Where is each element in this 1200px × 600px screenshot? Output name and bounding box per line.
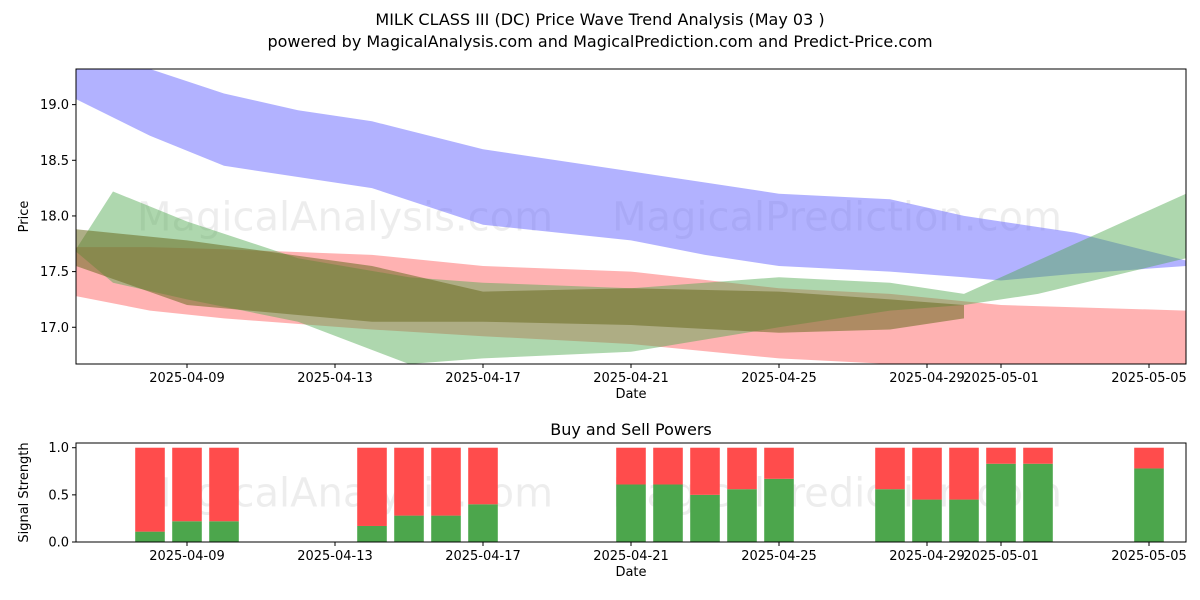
price-x-axis-label: Date xyxy=(615,387,646,402)
sell-bar xyxy=(727,447,757,490)
sell-bar xyxy=(135,447,165,532)
sell-bar xyxy=(653,447,683,485)
signal-x-tick-label: 2025-05-01 xyxy=(963,549,1039,564)
buy-bar xyxy=(949,499,979,542)
buy-bar xyxy=(727,489,757,542)
signal-x-tick-label: 2025-05-05 xyxy=(1111,549,1187,564)
sell-bar xyxy=(1023,447,1053,464)
signal-y-axis-label: Signal Strength xyxy=(17,442,32,542)
signal-y-tick-label: 0.5 xyxy=(48,488,69,503)
signal-x-tick-label: 2025-04-29 xyxy=(889,549,965,564)
price-x-tick-label: 2025-04-25 xyxy=(741,371,817,386)
sell-bar xyxy=(172,447,202,522)
signal-x-tick-label: 2025-04-09 xyxy=(149,549,225,564)
sell-bar xyxy=(468,447,498,505)
price-band-olive xyxy=(76,229,964,333)
buy-bar xyxy=(209,521,239,542)
signal-x-axis-label: Date xyxy=(615,565,646,580)
sell-bar xyxy=(986,447,1016,464)
price-band-green xyxy=(76,191,1186,364)
sell-bar xyxy=(949,447,979,500)
signal-y-tick-label: 0.0 xyxy=(48,536,69,551)
sell-bar xyxy=(394,447,424,516)
price-x-tick-label: 2025-05-05 xyxy=(1111,371,1187,386)
chart-title: MILK CLASS III (DC) Price Wave Trend Ana… xyxy=(375,10,824,29)
sell-bar xyxy=(357,447,387,526)
signal-y-tick-label: 1.0 xyxy=(48,441,69,456)
price-bands xyxy=(76,69,1186,364)
price-x-tick-label: 2025-04-17 xyxy=(445,371,521,386)
price-x-tick-label: 2025-05-01 xyxy=(963,371,1039,386)
price-x-tick-label: 2025-04-09 xyxy=(149,371,225,386)
price-x-tick-label: 2025-04-29 xyxy=(889,371,965,386)
buy-bar xyxy=(394,515,424,542)
buy-bar xyxy=(616,484,646,542)
buy-bar xyxy=(690,494,720,542)
buy-bar xyxy=(653,484,683,542)
price-x-tick-label: 2025-04-13 xyxy=(297,371,373,386)
buy-bar xyxy=(468,504,498,542)
buy-bar xyxy=(357,525,387,542)
buy-bar xyxy=(1023,463,1053,542)
signal-x-tick-label: 2025-04-21 xyxy=(593,549,669,564)
buy-bar xyxy=(135,531,165,542)
signal-x-tick-label: 2025-04-25 xyxy=(741,549,817,564)
sell-bar xyxy=(616,447,646,485)
sell-bar xyxy=(875,447,905,490)
buy-bar xyxy=(172,521,202,542)
sell-bar xyxy=(209,447,239,522)
buy-bar xyxy=(986,463,1016,542)
price-y-tick-label: 17.5 xyxy=(40,265,69,280)
sell-bar xyxy=(764,447,794,479)
sell-bar xyxy=(690,447,720,495)
buy-bar xyxy=(875,489,905,542)
price-y-tick-label: 17.0 xyxy=(40,321,69,336)
price-x-tick-label: 2025-04-21 xyxy=(593,371,669,386)
chart-subtitle: powered by MagicalAnalysis.com and Magic… xyxy=(267,32,932,51)
price-band-blue xyxy=(76,69,1186,281)
price-y-tick-label: 19.0 xyxy=(40,98,69,113)
sell-bar xyxy=(1134,447,1164,469)
signal-x-tick-label: 2025-04-13 xyxy=(297,549,373,564)
buy-bar xyxy=(431,515,461,542)
signal-x-tick-label: 2025-04-17 xyxy=(445,549,521,564)
buy-bar xyxy=(764,478,794,542)
sell-bar xyxy=(431,447,461,516)
price-y-tick-label: 18.0 xyxy=(40,209,69,224)
buy-bar xyxy=(912,499,942,542)
sell-bar xyxy=(912,447,942,500)
buy-bar xyxy=(1134,468,1164,542)
price-plot: MagicalAnalysis.comMagicalPrediction.com… xyxy=(17,68,1187,402)
price-y-tick-label: 18.5 xyxy=(40,154,69,169)
price-y-axis-label: Price xyxy=(17,201,32,233)
signal-plot-title: Buy and Sell Powers xyxy=(550,420,712,439)
